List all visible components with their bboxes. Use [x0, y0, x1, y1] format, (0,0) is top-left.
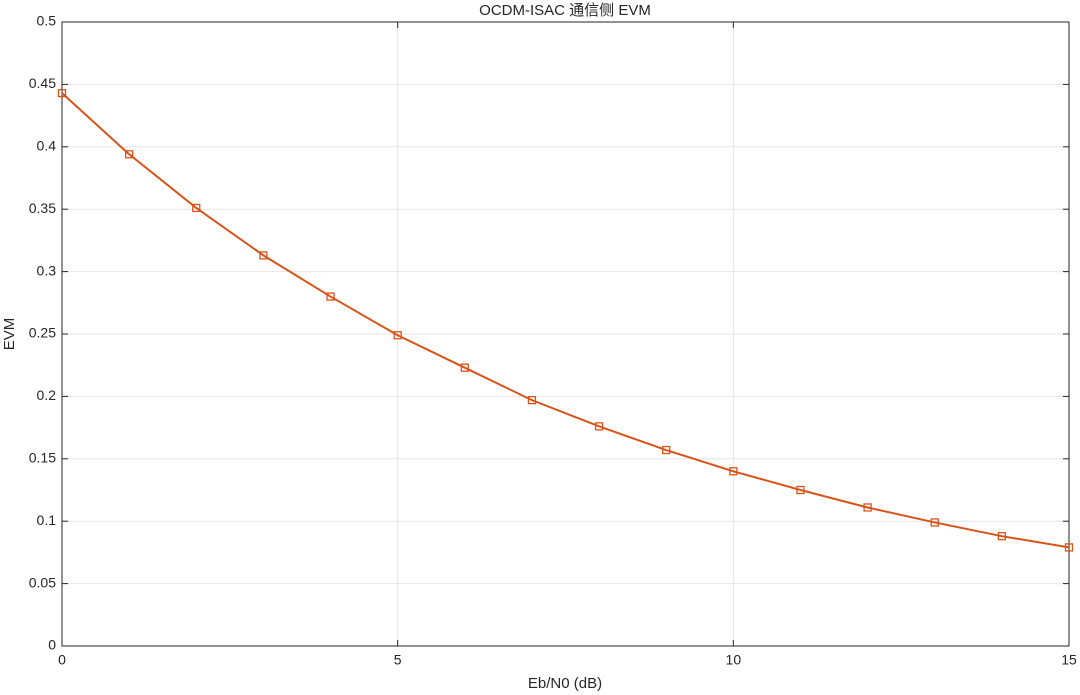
data-marker	[326, 292, 335, 301]
data-marker	[460, 363, 469, 372]
y-tick-label: 0.3	[37, 262, 57, 278]
y-tick-label: 0.4	[37, 138, 57, 154]
x-tick-label: 10	[726, 652, 742, 668]
x-tick-label: 15	[1061, 652, 1077, 668]
data-marker	[1064, 543, 1074, 552]
x-tick-label: 0	[58, 652, 66, 668]
plot-frame	[61, 21, 1070, 647]
data-marker	[527, 395, 537, 405]
data-marker	[997, 532, 1007, 541]
data-line	[61, 92, 1070, 549]
data-marker	[192, 203, 201, 213]
x-axis-label: Eb/N0 (dB)	[528, 675, 602, 692]
data-marker	[57, 88, 67, 98]
y-tick-label: 0.35	[29, 200, 56, 216]
data-marker	[259, 251, 268, 260]
chart-title: OCDM-ISAC 通信侧 EVM	[479, 2, 651, 19]
data-marker	[662, 445, 671, 455]
data-marker	[796, 485, 805, 495]
data-marker	[124, 150, 134, 159]
x-tick-label: 5	[394, 652, 402, 668]
y-tick-label: 0	[48, 637, 56, 653]
data-marker	[863, 503, 872, 512]
y-tick-label: 0.1	[37, 512, 57, 528]
data-marker	[393, 331, 402, 340]
y-tick-label: 0.2	[37, 387, 57, 403]
y-tick-label: 0.05	[29, 574, 56, 590]
data-marker	[594, 422, 604, 431]
y-tick-label: 0.45	[29, 75, 56, 91]
data-marker	[729, 467, 738, 476]
y-tick-label: 0.15	[29, 450, 56, 466]
y-tick-label: 0.5	[37, 13, 57, 29]
data-marker	[930, 518, 939, 527]
y-axis-label: EVM	[1, 318, 18, 351]
y-tick-label: 0.25	[29, 325, 56, 341]
